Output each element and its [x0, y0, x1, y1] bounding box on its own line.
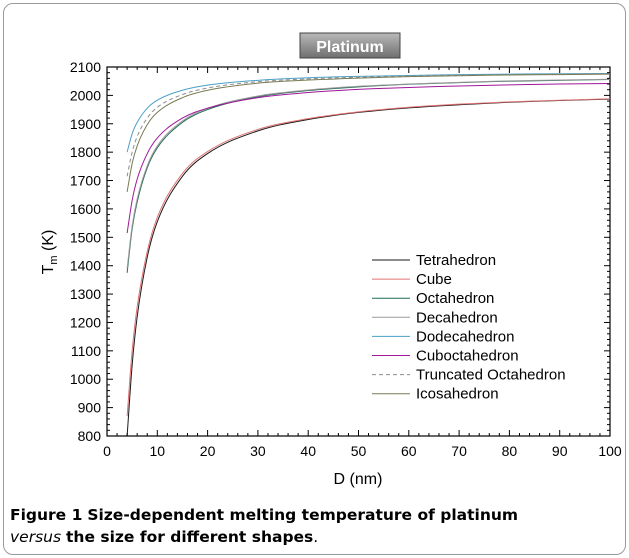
legend-label: Octahedron: [416, 290, 494, 307]
y-tick-label: 1300: [70, 286, 101, 302]
legend: Tetrahedron Cube Octahedron Decahedron Dodec…: [372, 252, 566, 403]
legend-label: Cuboctahedron: [416, 348, 519, 365]
melting-temperature-chart: Platinum 0 10 20 30 40 50 60 70 80 90 100 800 900 10…: [40, 32, 622, 488]
x-tick-label: 20: [200, 443, 216, 459]
series-curves: [126, 73, 611, 437]
y-tick-label: 900: [78, 400, 102, 416]
y-tick-label: 1800: [70, 144, 101, 160]
x-tick-labels: 0 10 20 30 40 50 60 70 80 90 100: [103, 443, 622, 459]
series-line-icosahedron: [126, 73, 611, 192]
figure-caption: Figure 1 Size-dependent melting temperat…: [10, 504, 620, 548]
y-tick-label: 1500: [70, 229, 101, 245]
legend-label: Icosahedron: [416, 386, 499, 403]
series-line-cube: [126, 98, 611, 417]
x-tick-label: 0: [103, 443, 111, 459]
chart-title-box: [299, 32, 401, 59]
y-tick-label: 2100: [70, 59, 101, 75]
y-tick-label: 1100: [71, 343, 101, 359]
caption-italic: versus: [10, 528, 62, 546]
x-tick-label: 50: [351, 443, 367, 459]
y-tick-label: 1700: [70, 173, 101, 189]
y-tick-label: 1200: [70, 314, 101, 330]
x-tick-label: 30: [250, 443, 266, 459]
y-tick-label: 1600: [70, 201, 101, 217]
caption-text-1: Size-dependent melting temperature of pl…: [87, 506, 519, 524]
x-tick-label: 90: [552, 443, 568, 459]
x-tick-label: 100: [598, 443, 622, 459]
y-axis-label-main: T: [40, 264, 57, 274]
x-tick-label: 40: [300, 443, 316, 459]
legend-label: Dodecahedron: [416, 328, 514, 345]
y-tick-label: 1400: [70, 258, 101, 274]
chart-title: Platinum: [316, 39, 384, 56]
y-tick-label: 1000: [70, 371, 101, 387]
y-axis-label-unit: (K): [40, 230, 57, 256]
x-tick-label: 80: [502, 443, 518, 459]
y-tick-label: 2000: [70, 87, 101, 103]
x-tick-label: 10: [150, 443, 166, 459]
y-axis-label-sub: m: [48, 255, 60, 264]
figure-label: Figure 1: [10, 506, 83, 524]
series-line-decahedron: [126, 78, 611, 269]
y-tick-label: 1900: [70, 116, 101, 132]
axis-ticks: [106, 66, 611, 437]
y-axis-label: Tm (K): [40, 230, 60, 275]
legend-label: Decahedron: [416, 309, 498, 326]
x-tick-label: 70: [451, 443, 467, 459]
y-tick-label: 800: [78, 428, 102, 444]
legend-label: Tetrahedron: [416, 252, 496, 269]
legend-label: Truncated Octahedron: [416, 367, 566, 384]
caption-end: .: [313, 528, 319, 546]
x-tick-label: 60: [401, 443, 417, 459]
legend-label: Cube: [416, 271, 452, 288]
y-tick-labels: 800 900 1000 1100 1200 1300 1400 1500 1600 1700 18…: [70, 59, 101, 444]
caption-text-2: the size for different shapes: [66, 528, 314, 546]
series-line-dodecahedron: [126, 73, 611, 153]
x-axis-label: D (nm): [334, 471, 383, 488]
series-line-cuboctahedron: [126, 82, 611, 234]
svg-text:Tm (K): Tm (K): [40, 230, 60, 275]
